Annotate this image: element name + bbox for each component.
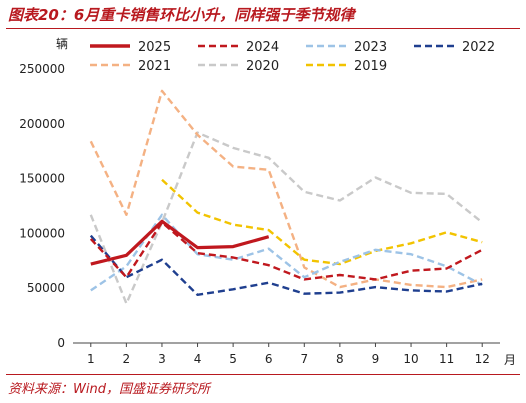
y-tick-label: 100000 — [19, 226, 65, 240]
y-tick-label: 50000 — [27, 281, 65, 295]
x-tick-label: 4 — [194, 352, 202, 366]
x-tick-label: 11 — [439, 352, 454, 366]
x-tick-label: 5 — [229, 352, 237, 366]
y-axis-label: 辆 — [56, 37, 68, 51]
legend-label-2022: 2022 — [462, 40, 495, 55]
legend-label-2020: 2020 — [246, 59, 279, 74]
source-rule — [6, 374, 520, 375]
series-line-2020 — [89, 131, 483, 305]
x-tick-label: 7 — [300, 352, 308, 366]
x-tick-label: 8 — [336, 352, 344, 366]
x-tick-label: 10 — [403, 352, 418, 366]
legend-label-2021: 2021 — [138, 59, 171, 74]
x-tick-label: 9 — [372, 352, 380, 366]
series-line-2021 — [89, 89, 483, 289]
figure-title: 图表20：6月重卡销售环比小升，同样强于季节规律 — [8, 6, 355, 24]
x-tick-label: 1 — [87, 352, 95, 366]
x-tick-label: 6 — [265, 352, 273, 366]
series-line-2024 — [89, 221, 483, 281]
series-line-2022 — [89, 234, 483, 296]
x-tick-label: 2 — [123, 352, 131, 366]
x-tick-label: 3 — [158, 352, 166, 366]
y-tick-label: 200000 — [19, 117, 65, 131]
source-note: 资料来源：Wind，国盛证券研究所 — [8, 382, 210, 397]
series-line-2025 — [90, 219, 270, 266]
x-axis-label: 月 — [504, 353, 516, 367]
legend-label-2024: 2024 — [246, 40, 279, 55]
y-tick-label: 250000 — [19, 62, 65, 76]
series-line-2023 — [90, 213, 483, 292]
legend-label-2025: 2025 — [138, 40, 171, 55]
legend-label-2023: 2023 — [354, 40, 387, 55]
series-line-2019 — [161, 178, 483, 266]
y-tick-label: 150000 — [19, 172, 65, 186]
title-rule — [6, 28, 520, 29]
y-tick-label: 0 — [57, 336, 65, 350]
x-tick-label: 12 — [475, 352, 490, 366]
legend-label-2019: 2019 — [354, 59, 387, 74]
